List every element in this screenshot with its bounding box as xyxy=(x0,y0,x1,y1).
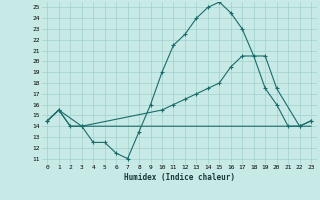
X-axis label: Humidex (Indice chaleur): Humidex (Indice chaleur) xyxy=(124,173,235,182)
